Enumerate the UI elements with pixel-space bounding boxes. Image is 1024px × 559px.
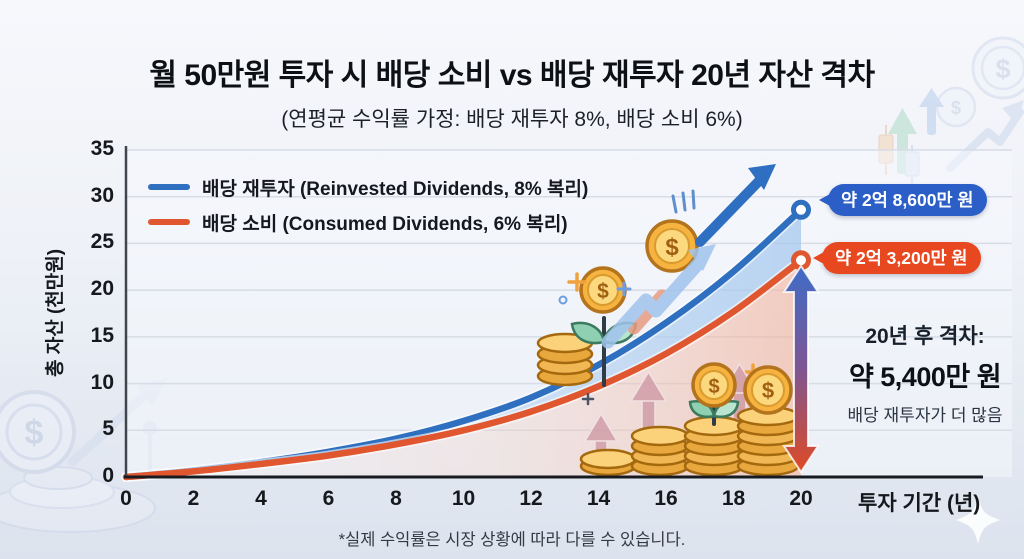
- curve-reinvested: [122, 206, 805, 481]
- x-tick-label: 4: [255, 487, 267, 510]
- speed-marks-icon: [671, 189, 696, 214]
- curve-consumed: [122, 256, 805, 481]
- y-tick-label: 35: [90, 137, 114, 160]
- area-between-series: [126, 209, 801, 477]
- x-tick-label: 18: [721, 487, 746, 510]
- gap-double-arrow: [782, 264, 820, 474]
- svg-text:$: $: [597, 280, 609, 303]
- y-tick-label: 5: [102, 417, 114, 441]
- endpoint-badge-reinvested-text: 약 2억 8,600만 원: [841, 190, 974, 210]
- x-tick-label: 12: [519, 487, 543, 510]
- gap-annotation: 20년 후 격차: 약 5,400만 원 배당 재투자가 더 많음: [832, 320, 1018, 426]
- x-tick-label: 14: [586, 487, 611, 510]
- endpoint-badge-consumed: 약 2억 3,200만 원: [813, 242, 981, 274]
- x-tick-label: 2: [187, 487, 200, 510]
- coin-icon: $: [645, 219, 699, 273]
- up-arrow-icon: [583, 412, 619, 467]
- endpoint-marker-consumed: [791, 250, 811, 271]
- y-axis-title: 총 자산 (천만원): [45, 248, 66, 378]
- x-tick-label: 20: [789, 487, 813, 510]
- coin-stack-icon: [536, 332, 594, 387]
- endpoint-marker-reinvested: [791, 199, 811, 220]
- gap-note: 배당 재투자가 더 많음: [847, 406, 1003, 425]
- area-fills: [126, 209, 801, 477]
- svg-text:$: $: [665, 234, 679, 261]
- y-tick-label: 0: [102, 464, 114, 487]
- curve-halo: [121, 204, 806, 482]
- sparkle-plus-icon: [558, 272, 762, 406]
- legend: 배당 재투자 (Reinvested Dividends, 8% 복리) 배당 …: [148, 176, 589, 235]
- x-tick-label: 16: [654, 487, 678, 510]
- curve-halo: [121, 255, 806, 482]
- coin-icon: $: [579, 266, 627, 314]
- money-plant-icon: [688, 398, 740, 426]
- coin-stacks-growth-icon: $ $: [579, 362, 800, 477]
- legend-swatch-consumed: [148, 219, 190, 225]
- money-plant-icon: [570, 316, 638, 387]
- page-title: 월 50만원 투자 시 배당 소비 vs 배당 재투자 20년 자산 격차: [149, 59, 875, 93]
- endpoint-badge-consumed-text: 약 2억 3,200만 원: [835, 248, 968, 268]
- up-arrow-icon: [629, 370, 668, 431]
- endpoint-badge-reinvested: 약 2억 8,600만 원: [819, 184, 987, 216]
- x-axis-title: 투자 기간 (년): [858, 492, 981, 515]
- y-tick-label: 15: [90, 323, 114, 347]
- svg-text:$: $: [708, 376, 719, 398]
- y-tick-label: 25: [90, 230, 114, 254]
- endpoint-markers: [791, 199, 811, 271]
- coin-icon: $: [691, 362, 737, 408]
- up-arrow-icon: [720, 362, 759, 421]
- svg-text:$: $: [762, 378, 774, 403]
- legend-item-consumed: 배당 소비 (Consumed Dividends, 6% 복리): [148, 211, 588, 235]
- y-tick-label: 30: [90, 183, 114, 207]
- legend-label-consumed: 배당 소비 (Consumed Dividends, 6% 복리): [202, 213, 568, 235]
- zigzag-growth-arrow-icon: [601, 244, 716, 349]
- svg-text:$: $: [25, 414, 44, 452]
- x-tick-label: 0: [120, 487, 132, 510]
- series-curves: [121, 204, 806, 482]
- legend-item-reinvested: 배당 재투자 (Reinvested Dividends, 8% 복리): [148, 176, 589, 200]
- page-subtitle: (연평균 수익률 가정: 배당 재투자 8%, 배당 소비 6%): [281, 108, 743, 131]
- legend-label-reinvested: 배당 재투자 (Reinvested Dividends, 8% 복리): [202, 178, 589, 200]
- area-under-consumed: [126, 260, 801, 477]
- gap-value: 약 5,400만 원: [848, 362, 1002, 392]
- y-tick-label: 20: [90, 277, 114, 301]
- candlestick-icon: [878, 125, 920, 185]
- x-tick-label: 8: [390, 487, 402, 510]
- coin-icon: $: [743, 365, 793, 415]
- footnote: *실제 수익률은 시장 상황에 따라 다를 수 있습니다.: [338, 531, 686, 549]
- x-tick-label: 10: [451, 487, 476, 510]
- y-tick-label: 10: [90, 370, 114, 394]
- legend-swatch-reinvested: [148, 184, 190, 190]
- x-tick-label: 6: [322, 487, 335, 510]
- gap-title: 20년 후 격차:: [865, 325, 985, 348]
- trend-arrow-icon: [695, 164, 776, 247]
